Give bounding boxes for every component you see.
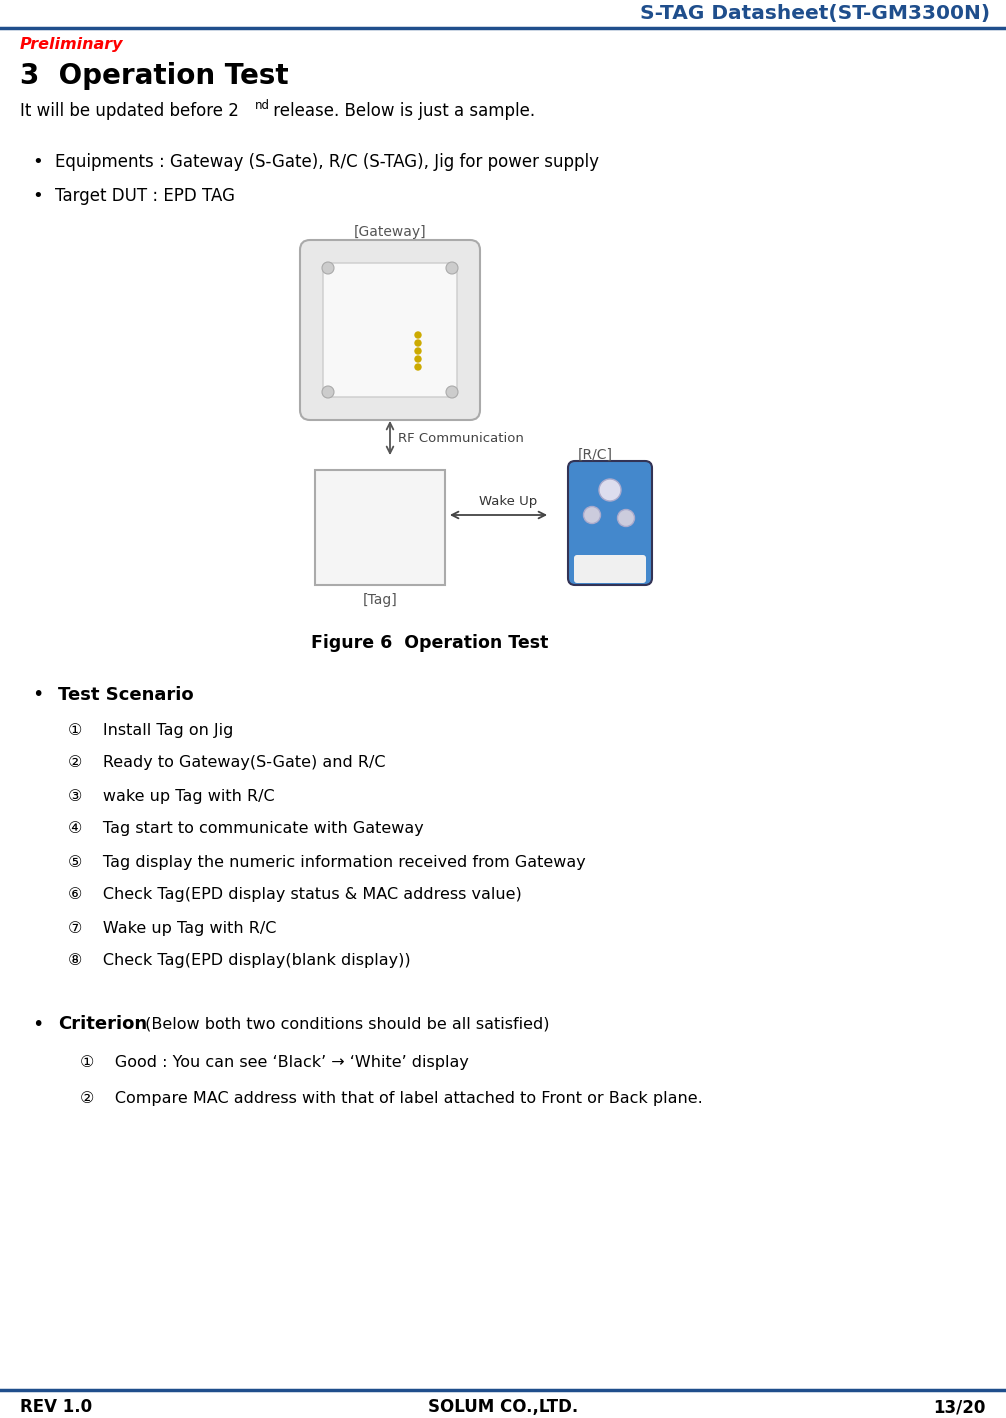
- Circle shape: [599, 479, 621, 501]
- Text: [Gateway]: [Gateway]: [354, 225, 427, 240]
- Text: ③    wake up Tag with R/C: ③ wake up Tag with R/C: [68, 788, 275, 804]
- Text: ④    Tag start to communicate with Gateway: ④ Tag start to communicate with Gateway: [68, 821, 424, 837]
- Circle shape: [446, 386, 458, 398]
- Circle shape: [415, 340, 421, 346]
- Circle shape: [415, 347, 421, 354]
- Text: ①    Good : You can see ‘Black’ → ‘White’ display: ① Good : You can see ‘Black’ → ‘White’ d…: [80, 1055, 469, 1069]
- Text: •: •: [32, 1014, 43, 1034]
- Text: ⑥    Check Tag(EPD display status & MAC address value): ⑥ Check Tag(EPD display status & MAC add…: [68, 888, 522, 902]
- Text: 3  Operation Test: 3 Operation Test: [20, 62, 289, 89]
- Circle shape: [415, 356, 421, 362]
- Text: (Below both two conditions should be all satisfied): (Below both two conditions should be all…: [140, 1017, 549, 1031]
- FancyBboxPatch shape: [323, 262, 457, 397]
- Text: Wake Up: Wake Up: [479, 495, 537, 508]
- Text: ⑦    Wake up Tag with R/C: ⑦ Wake up Tag with R/C: [68, 920, 277, 936]
- Text: ⑤    Tag display the numeric information received from Gateway: ⑤ Tag display the numeric information re…: [68, 855, 585, 869]
- Text: 13/20: 13/20: [934, 1398, 986, 1417]
- FancyBboxPatch shape: [574, 554, 646, 583]
- Text: SOLUM CO.,LTD.: SOLUM CO.,LTD.: [428, 1398, 578, 1417]
- Text: •: •: [32, 187, 43, 206]
- Text: It will be updated before 2: It will be updated before 2: [20, 102, 238, 121]
- Text: RF Communication: RF Communication: [398, 431, 524, 444]
- Text: REV 1.0: REV 1.0: [20, 1398, 93, 1417]
- Text: Figure 6  Operation Test: Figure 6 Operation Test: [311, 634, 548, 652]
- Text: Criterion: Criterion: [58, 1015, 147, 1032]
- Circle shape: [322, 262, 334, 274]
- Circle shape: [583, 506, 601, 523]
- Circle shape: [322, 386, 334, 398]
- Circle shape: [446, 262, 458, 274]
- Text: release. Below is just a sample.: release. Below is just a sample.: [268, 102, 535, 121]
- Circle shape: [415, 332, 421, 337]
- Text: •: •: [32, 153, 43, 172]
- FancyBboxPatch shape: [568, 461, 652, 586]
- Bar: [315, 469, 445, 586]
- Text: [R/C]: [R/C]: [577, 448, 613, 462]
- Text: ⑧    Check Tag(EPD display(blank display)): ⑧ Check Tag(EPD display(blank display)): [68, 953, 410, 968]
- Text: Equipments : Gateway (S-Gate), R/C (S-TAG), Jig for power supply: Equipments : Gateway (S-Gate), R/C (S-TA…: [55, 153, 599, 172]
- Text: Test Scenario: Test Scenario: [58, 686, 193, 703]
- Text: Preliminary: Preliminary: [20, 37, 124, 51]
- Circle shape: [618, 509, 635, 526]
- Text: ②    Ready to Gateway(S-Gate) and R/C: ② Ready to Gateway(S-Gate) and R/C: [68, 756, 385, 770]
- Text: ①    Install Tag on Jig: ① Install Tag on Jig: [68, 723, 233, 737]
- Text: •: •: [32, 685, 43, 705]
- Circle shape: [415, 364, 421, 370]
- Text: [Tag]: [Tag]: [362, 593, 397, 607]
- Text: S-TAG Datasheet(ST-GM3300N): S-TAG Datasheet(ST-GM3300N): [640, 4, 990, 24]
- Text: Target DUT : EPD TAG: Target DUT : EPD TAG: [55, 187, 235, 206]
- Text: ②    Compare MAC address with that of label attached to Front or Back plane.: ② Compare MAC address with that of label…: [80, 1090, 703, 1106]
- FancyBboxPatch shape: [300, 240, 480, 420]
- Text: nd: nd: [255, 99, 270, 112]
